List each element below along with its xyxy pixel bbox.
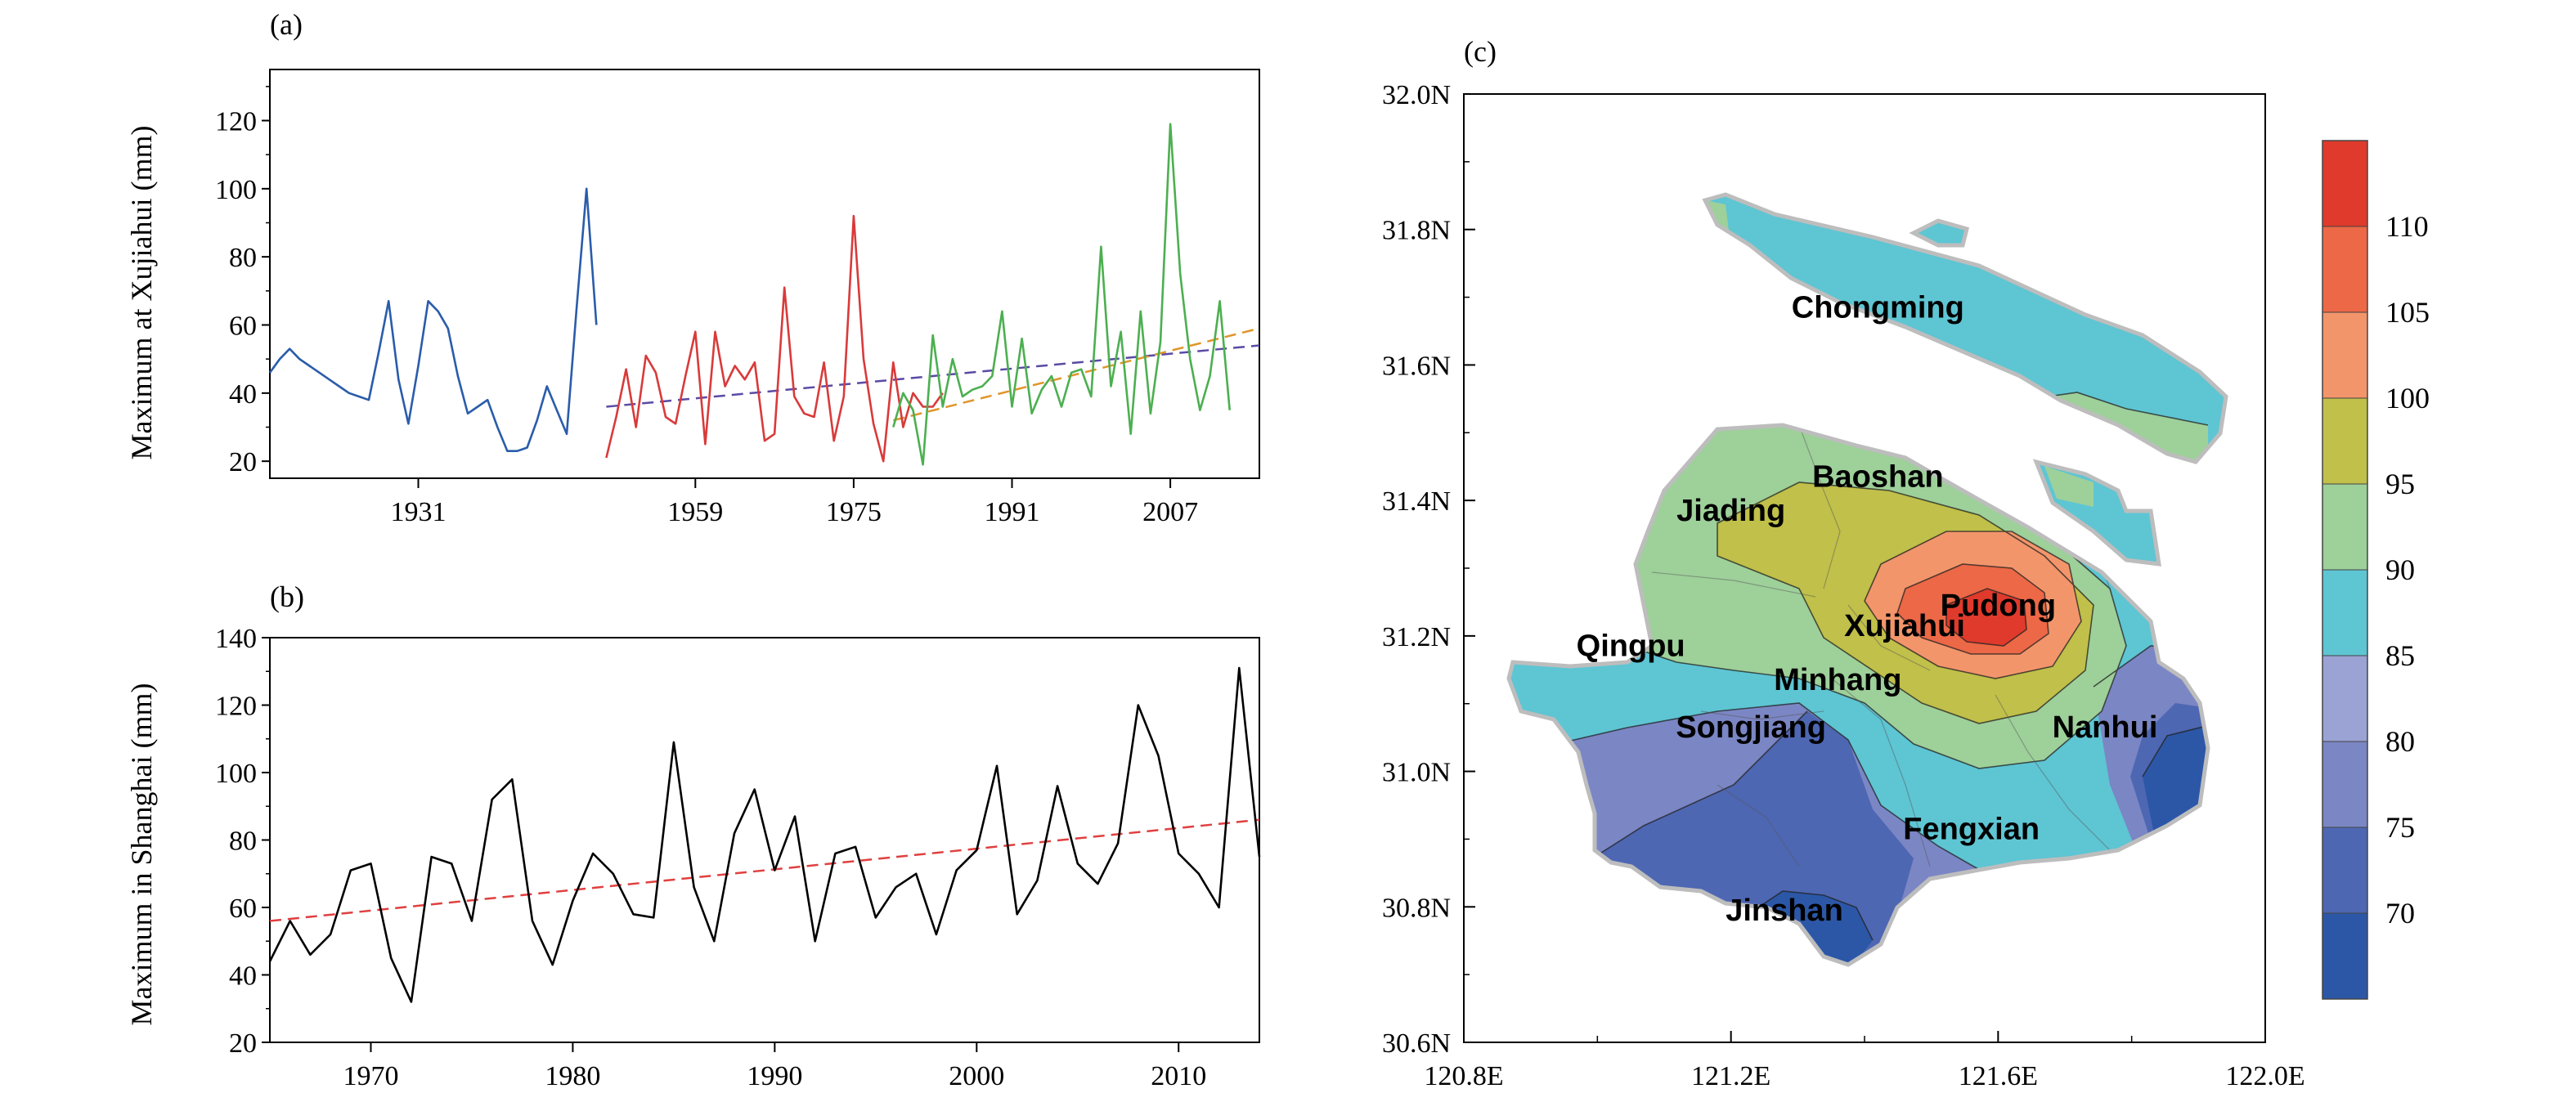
series-line: [268, 187, 598, 452]
colorbar-band: [2322, 226, 2367, 313]
lon-tick-label: 121.2E: [1691, 1061, 1770, 1091]
district-label: Minhang: [1774, 663, 1901, 697]
district-label: Jinshan: [1726, 894, 1843, 928]
series-line: [605, 214, 944, 463]
y-tick-label: 140: [215, 624, 257, 654]
panel-a-ylabel: Maximum at Xujiahui (mm): [125, 126, 158, 460]
lat-tick-label: 30.6N: [1382, 1028, 1451, 1059]
colorbar: 110 105 100 95 90 85 80 75 70: [2322, 140, 2430, 1000]
colorbar-band: [2322, 741, 2367, 828]
colorbar-label: 95: [2385, 468, 2415, 500]
y-tick-label: 120: [215, 692, 257, 722]
lat-tick-label: 31.2N: [1382, 622, 1451, 652]
x-tick-label: 1931: [391, 497, 447, 527]
y-tick-label: 80: [229, 827, 257, 857]
contour-band-110: [1946, 589, 2026, 646]
colorbar-band: [2322, 656, 2367, 742]
colorbar-band: [2322, 913, 2367, 1000]
colorbar-label: 85: [2385, 639, 2415, 672]
y-tick-label: 60: [229, 894, 257, 924]
y-tick-label: 60: [229, 311, 257, 342]
trend-line: [269, 818, 1260, 922]
colorbar-band: [2322, 827, 2367, 914]
panel-b-ylabel: Maximum in Shanghai (mm): [125, 683, 158, 1026]
panel-b: (b) 20 40 60 80 100 120 140 1970 1980 1990 2000 201…: [125, 580, 1261, 1091]
district-label: Pudong: [1941, 589, 2056, 623]
colorbar-label: 80: [2385, 725, 2415, 758]
lon-tick-label: 120.8E: [1424, 1061, 1503, 1091]
lat-tick-label: 31.4N: [1382, 486, 1451, 517]
plot-frame: [269, 637, 1260, 1043]
colorbar-label: 110: [2385, 210, 2429, 243]
series-line: [892, 123, 1231, 466]
lon-tick-label: 121.6E: [1959, 1061, 2038, 1091]
panel-a-label: (a): [270, 8, 303, 41]
district-label: Xujiahui: [1844, 609, 1965, 643]
plot-frame: [269, 69, 1260, 479]
district-label: Songjiang: [1676, 710, 1826, 745]
lat-tick-label: 32.0N: [1382, 80, 1451, 110]
series-line: [268, 666, 1261, 1003]
district-label: Baoshan: [1812, 460, 1943, 495]
colorbar-band: [2322, 398, 2367, 485]
colorbar-band: [2322, 484, 2367, 571]
x-tick-label: 1991: [985, 497, 1040, 527]
trend-line: [892, 327, 1260, 422]
colorbar-band: [2322, 570, 2367, 656]
lat-tick-label: 31.6N: [1382, 351, 1451, 381]
x-tick-label: 2000: [949, 1061, 1004, 1091]
lat-tick-label: 30.8N: [1382, 893, 1451, 923]
colorbar-label: 105: [2385, 296, 2430, 329]
colorbar-label: 100: [2385, 382, 2430, 414]
x-tick-label: 2007: [1142, 497, 1198, 527]
panel-c-axes: 30.6N 30.8N 31.0N 31.2N 31.4N 31.6N 31.8N 32.0N…: [1382, 80, 2305, 1091]
district-label: Nanhui: [2053, 710, 2158, 745]
colorbar-label: 70: [2385, 897, 2415, 930]
district-label: Jiading: [1676, 494, 1785, 528]
district-label: Qingpu: [1577, 629, 1685, 664]
shanghai-outline: [1506, 192, 2228, 967]
district-label: Fengxian: [1903, 812, 2040, 846]
y-tick-label: 20: [229, 1028, 257, 1059]
y-tick-label: 20: [229, 447, 257, 477]
y-tick-label: 80: [229, 243, 257, 273]
x-tick-label: 1970: [343, 1061, 398, 1091]
panel-b-plot: 20 40 60 80 100 120 140 1970 1980 1990 2000 2010: [215, 624, 1261, 1091]
district-label: Chongming: [1792, 290, 1964, 325]
lat-tick-label: 31.0N: [1382, 758, 1451, 788]
panel-c-label: (c): [1464, 35, 1497, 68]
y-tick-label: 120: [215, 107, 257, 137]
colorbar-label: 75: [2385, 811, 2415, 844]
contour-band-90-baoshan-east: [2044, 466, 2094, 507]
panel-a-plot: 20 40 60 80 100 120 1931 1959 1975 1991 2007: [215, 69, 1260, 527]
x-tick-label: 2010: [1151, 1061, 1206, 1091]
y-tick-label: 100: [215, 759, 257, 789]
x-tick-label: 1975: [826, 497, 882, 527]
colorbar-label: 90: [2385, 553, 2415, 586]
x-tick-label: 1980: [545, 1061, 600, 1091]
y-tick-label: 40: [229, 961, 257, 992]
colorbar-band: [2322, 312, 2367, 399]
panel-b-label: (b): [270, 580, 304, 613]
panel-a: (a) 20 40 60 80 100 120 1931 1959 1975 1991 2007 M…: [125, 8, 1260, 527]
colorbar-band: [2322, 141, 2367, 227]
y-tick-label: 100: [215, 175, 257, 205]
panel-c: (c): [1382, 35, 2430, 1091]
lon-tick-label: 122.0E: [2225, 1061, 2304, 1091]
trend-line: [606, 344, 1260, 408]
lat-tick-label: 31.8N: [1382, 216, 1451, 246]
x-tick-label: 1959: [667, 497, 723, 527]
x-tick-label: 1990: [747, 1061, 802, 1091]
y-tick-label: 40: [229, 379, 257, 410]
